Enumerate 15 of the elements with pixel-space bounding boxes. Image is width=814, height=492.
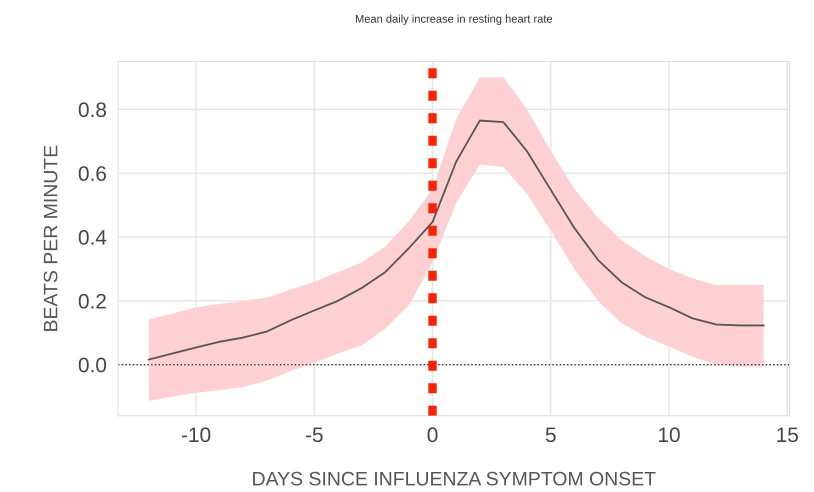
y-tick-label: 0.8 bbox=[78, 102, 106, 118]
x-tick-label: 10 bbox=[658, 427, 680, 442]
y-tick-label: 0.2 bbox=[78, 294, 106, 309]
x-tick-label: 15 bbox=[777, 428, 798, 442]
y-tick-label: 0.0 bbox=[78, 358, 106, 372]
y-tick-label: 0.4 bbox=[78, 230, 106, 245]
x-tick-label: -5 bbox=[306, 428, 323, 442]
x-tick-label: 0 bbox=[428, 427, 438, 442]
x-axis-title: DAYS SINCE INFLUENZA SYMPTOM ONSET bbox=[253, 472, 656, 486]
x-tick-label: 5 bbox=[546, 428, 556, 442]
x-tick-label: -10 bbox=[182, 427, 210, 442]
chart-title: Mean daily increase in resting heart rate bbox=[356, 14, 552, 25]
line-series bbox=[148, 120, 764, 360]
y-axis-title: BEATS PER MINUTE bbox=[44, 146, 58, 331]
y-tick-label: 0.6 bbox=[78, 166, 106, 181]
